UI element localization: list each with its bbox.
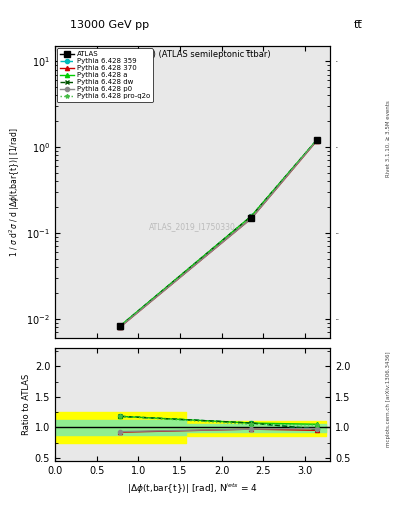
Pythia 6.428 359 [249, 213, 254, 219]
Pythia 6.428 370 [314, 138, 319, 144]
Pythia 6.428 pro-q2o [314, 137, 319, 143]
Line: Pythia 6.428 p0: Pythia 6.428 p0 [118, 138, 319, 329]
Pythia 6.428 p0 [118, 324, 123, 330]
Line: Pythia 6.428 370: Pythia 6.428 370 [118, 139, 319, 329]
Pythia 6.428 359 [118, 323, 123, 329]
Line: Pythia 6.428 pro-q2o: Pythia 6.428 pro-q2o [118, 138, 319, 328]
Line: Pythia 6.428 dw: Pythia 6.428 dw [118, 138, 319, 328]
Pythia 6.428 pro-q2o [249, 214, 254, 220]
Pythia 6.428 370 [118, 324, 123, 330]
Text: Δφ (t̅tbar) (ATLAS semileptonic t̅tbar): Δφ (t̅tbar) (ATLAS semileptonic t̅tbar) [115, 51, 270, 59]
Pythia 6.428 pro-q2o [118, 323, 123, 329]
Y-axis label: 1 / $\sigma$ d$^2$$\sigma$ / d |$\Delta\phi$(t,bar{t})| [1/rad]: 1 / $\sigma$ d$^2$$\sigma$ / d |$\Delta\… [8, 127, 22, 257]
Pythia 6.428 dw [118, 323, 123, 329]
Text: 13000 GeV pp: 13000 GeV pp [70, 20, 150, 31]
Pythia 6.428 dw [249, 213, 254, 219]
Pythia 6.428 a [249, 213, 254, 219]
Legend: ATLAS, Pythia 6.428 359, Pythia 6.428 370, Pythia 6.428 a, Pythia 6.428 dw, Pyth: ATLAS, Pythia 6.428 359, Pythia 6.428 37… [57, 48, 152, 102]
Pythia 6.428 p0 [249, 215, 254, 221]
Text: mcplots.cern.ch [arXiv:1306.3436]: mcplots.cern.ch [arXiv:1306.3436] [386, 352, 391, 447]
Pythia 6.428 359 [314, 137, 319, 143]
Text: tt̅: tt̅ [353, 20, 362, 31]
Pythia 6.428 a [118, 323, 123, 329]
Pythia 6.428 dw [314, 137, 319, 143]
Line: Pythia 6.428 a: Pythia 6.428 a [118, 138, 319, 328]
Y-axis label: Ratio to ATLAS: Ratio to ATLAS [22, 374, 31, 435]
Pythia 6.428 a [314, 137, 319, 143]
Pythia 6.428 370 [249, 215, 254, 221]
Pythia 6.428 p0 [314, 137, 319, 143]
Line: Pythia 6.428 359: Pythia 6.428 359 [118, 138, 319, 328]
X-axis label: |$\Delta\phi$(t,bar{t})| [rad], N$^{jets}$ = 4: |$\Delta\phi$(t,bar{t})| [rad], N$^{jets… [127, 481, 258, 496]
Text: Rivet 3.1.10, ≥ 3.5M events: Rivet 3.1.10, ≥ 3.5M events [386, 100, 391, 177]
Text: ATLAS_2019_I1750330: ATLAS_2019_I1750330 [149, 223, 236, 231]
